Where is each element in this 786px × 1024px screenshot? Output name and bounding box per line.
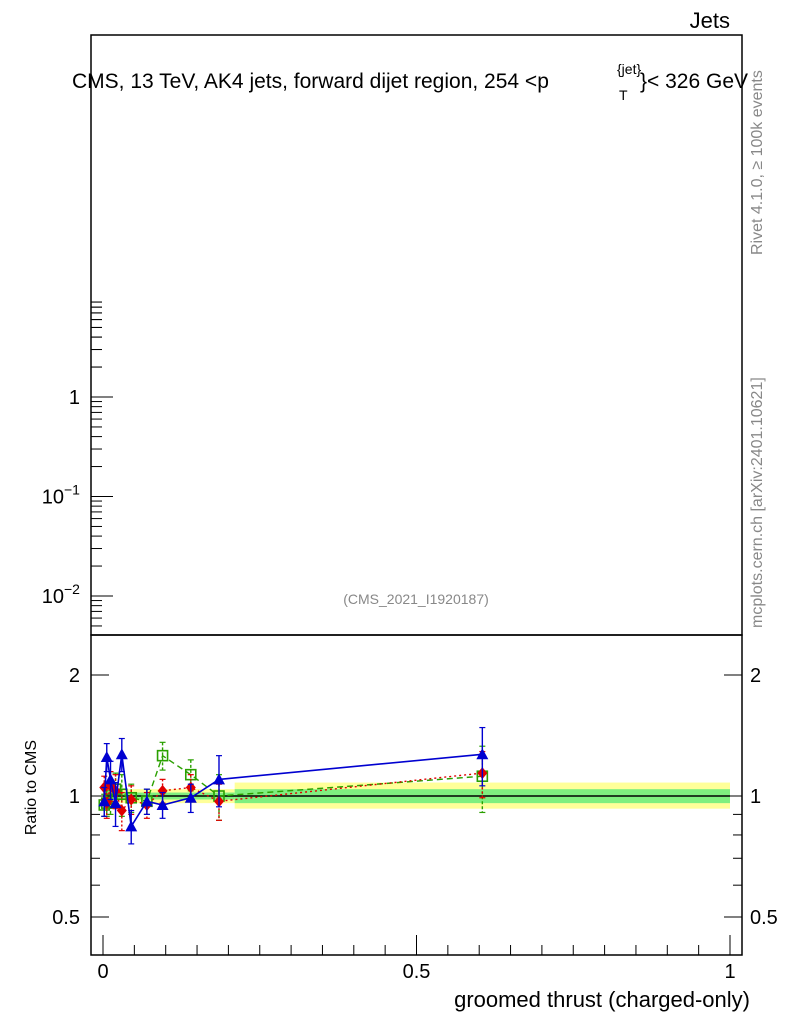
- main-y-tick-labels: 110−110−2: [42, 387, 80, 608]
- main-y-tick-label: 10: [42, 487, 64, 509]
- ratio-tick-labels: 2 2 1 1 0.5 0.5 0 0.5 1: [52, 665, 778, 983]
- main-y-ticks: [91, 301, 113, 627]
- ratio-y-tick-label-left: 1: [69, 786, 80, 808]
- data-point-triangle: [115, 748, 128, 760]
- plot-title: CMS, 13 TeV, AK4 jets, forward dijet reg…: [72, 61, 748, 103]
- ratio-y-tick-label-right: 0.5: [750, 907, 778, 929]
- title-subscript: T: [619, 87, 628, 103]
- ratio-axis-ticks: [91, 674, 742, 955]
- data-point-triangle: [184, 791, 197, 803]
- mcplots-label: mcplots.cern.ch [arXiv:2401.10621]: [749, 377, 766, 628]
- data-point-square: [156, 749, 169, 762]
- jets-label: Jets: [690, 8, 730, 33]
- data-point-triangle: [109, 797, 122, 809]
- data-point-triangle: [104, 773, 117, 785]
- title-end: }< 326 GeV: [640, 70, 748, 93]
- title-superscript: {jet}: [617, 61, 641, 77]
- data-point-triangle: [140, 795, 153, 807]
- main-y-tick-exponent: −2: [64, 581, 80, 597]
- x-tick-label: 0.5: [403, 961, 431, 983]
- data-point-triangle: [100, 751, 113, 763]
- analysis-id-label: (CMS_2021_I1920187): [343, 591, 489, 607]
- x-tick-label: 1: [724, 961, 735, 983]
- data-point-triangle: [212, 773, 225, 785]
- reference-uncertainty-bands: [103, 782, 731, 809]
- data-point-triangle: [125, 820, 138, 832]
- main-y-tick-exponent: −1: [64, 482, 80, 498]
- ratio-series-triangle: [98, 726, 489, 845]
- ratio-y-tick-label-left: 2: [69, 665, 80, 687]
- data-point-triangle: [98, 795, 111, 807]
- rivet-version-label: Rivet 4.1.0, ≥ 100k events: [749, 70, 766, 255]
- data-point-triangle: [156, 798, 169, 810]
- ratio-y-tick-label-right: 1: [750, 786, 761, 808]
- main-panel-frame: [90, 34, 743, 636]
- data-point-diamond: [157, 784, 168, 797]
- data-point-triangle: [476, 748, 489, 760]
- ratio-y-axis-label: Ratio to CMS: [23, 740, 40, 835]
- title-main: CMS, 13 TeV, AK4 jets, forward dijet reg…: [72, 70, 549, 93]
- x-tick-label: 0: [97, 961, 108, 983]
- x-axis-label: groomed thrust (charged-only): [454, 987, 750, 1012]
- ratio-y-tick-label-left: 0.5: [52, 907, 80, 929]
- ratio-y-tick-label-right: 2: [750, 665, 761, 687]
- main-y-tick-label: 1: [69, 387, 80, 409]
- main-y-tick-label: 10: [42, 586, 64, 608]
- ratio-series-group: [98, 726, 489, 845]
